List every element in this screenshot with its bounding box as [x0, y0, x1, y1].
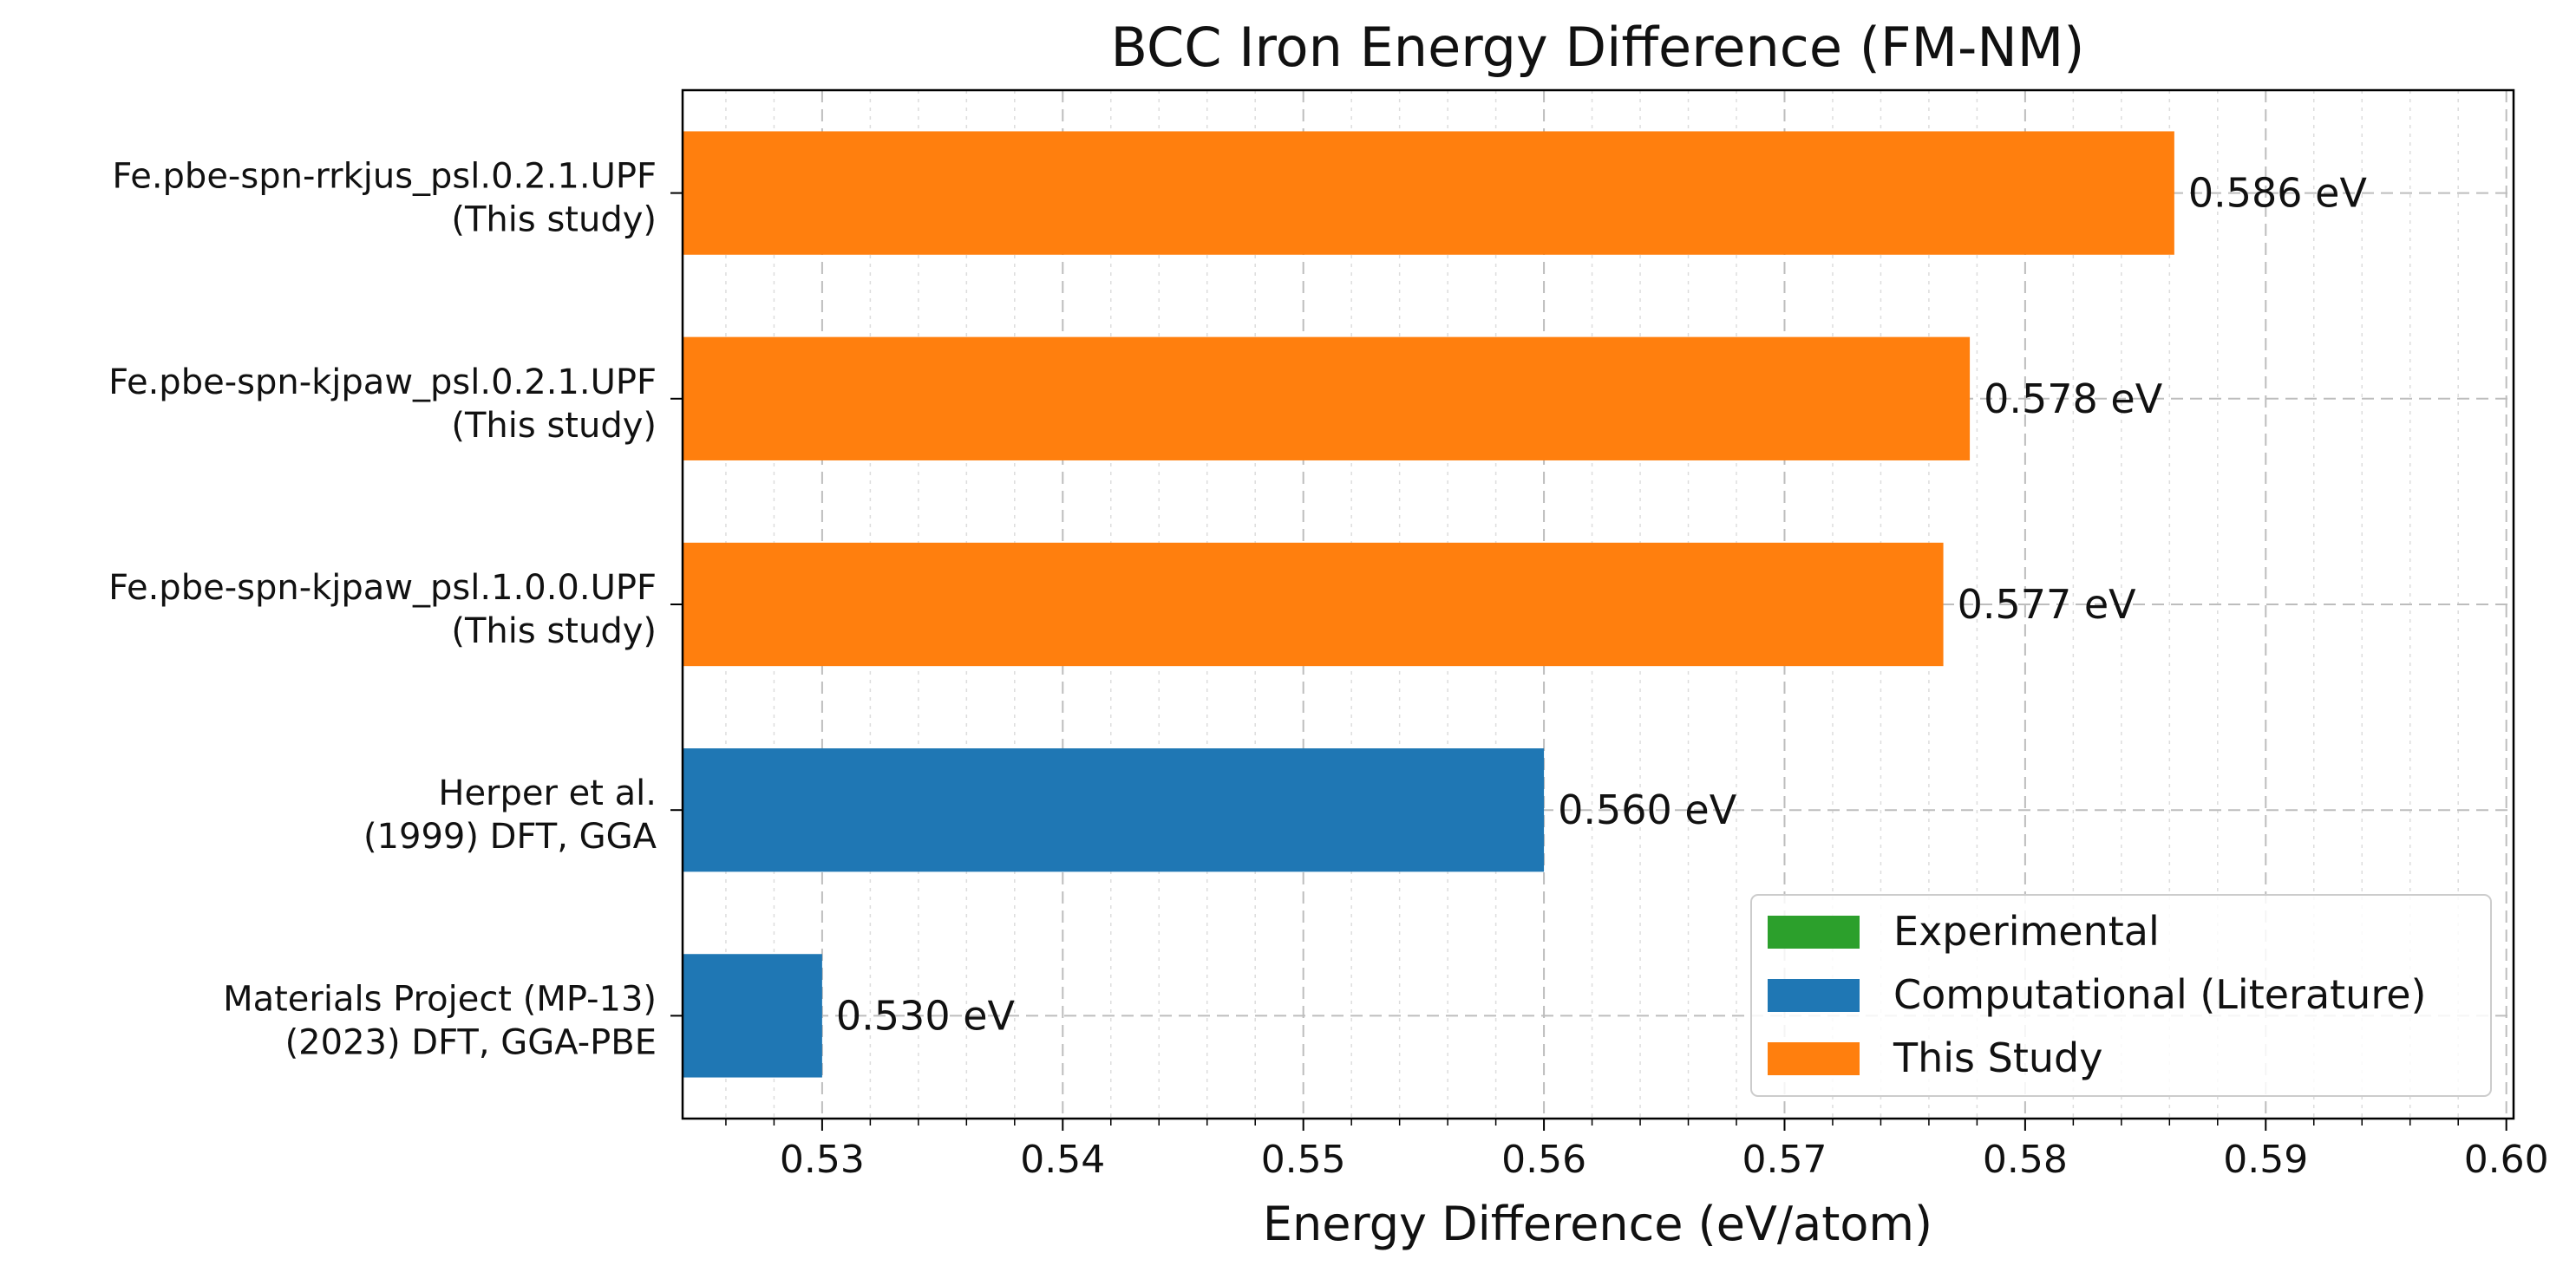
y-tick-label: Herper et al.	[438, 773, 657, 813]
legend-label: This Study	[1893, 1034, 2102, 1081]
x-tick-label: 0.53	[780, 1138, 865, 1182]
x-tick-label: 0.60	[2464, 1138, 2549, 1182]
y-tick-label: (This study)	[451, 611, 657, 651]
bar	[683, 542, 1944, 667]
x-axis-label: Energy Difference (eV/atom)	[1263, 1197, 1932, 1251]
legend-label: Computational (Literature)	[1893, 971, 2427, 1018]
y-tick-label: Fe.pbe-spn-kjpaw_psl.1.0.0.UPF	[108, 568, 657, 608]
y-tick-label: (2023) DFT, GGA-PBE	[285, 1022, 657, 1062]
bar-value-label: 0.560 eV	[1558, 786, 1737, 833]
bar	[683, 954, 822, 1078]
x-tick-label: 0.58	[1983, 1138, 2068, 1182]
y-tick-label: Materials Project (MP-13)	[223, 979, 657, 1019]
bar	[683, 131, 2174, 255]
axis-layer: 0.53 0.54 0.55 0.56 0.57 0.58 0.59 0.60 Fe.pbe-s…	[108, 157, 2549, 1182]
legend: Experimental Computational (Literature) Th…	[1750, 894, 2492, 1097]
x-tick-label: 0.59	[2223, 1138, 2308, 1182]
y-tick-label: (This study)	[451, 200, 657, 240]
x-tick-label: 0.57	[1742, 1138, 1827, 1182]
y-tick-label: Fe.pbe-spn-rrkjus_psl.0.2.1.UPF	[112, 157, 657, 197]
legend-label: Experimental	[1893, 908, 2160, 955]
legend-swatch	[1768, 979, 1860, 1012]
bar	[683, 336, 1971, 460]
x-tick-label: 0.56	[1501, 1138, 1586, 1182]
legend-box	[1750, 894, 2492, 1097]
legend-swatch	[1768, 916, 1860, 949]
bar-value-label: 0.578 eV	[1984, 375, 2163, 422]
bar-value-label: 0.577 eV	[1958, 581, 2137, 628]
bar	[683, 748, 1545, 872]
y-tick-label: Fe.pbe-spn-kjpaw_psl.0.2.1.UPF	[108, 362, 657, 402]
x-tick-label: 0.54	[1020, 1138, 1105, 1182]
y-tick-label: (This study)	[451, 406, 657, 446]
bar-value-label: 0.530 eV	[836, 992, 1016, 1039]
bar-value-label: 0.586 eV	[2188, 170, 2368, 217]
legend-swatch	[1768, 1042, 1860, 1075]
y-tick-label: (1999) DFT, GGA	[363, 817, 657, 857]
x-tick-label: 0.55	[1261, 1138, 1346, 1182]
bar-layer: 0.586 eV 0.578 eV 0.577 eV 0.560 eV 0.530 eV	[683, 131, 2368, 1078]
chart-title: BCC Iron Energy Difference (FM-NM)	[1111, 16, 2085, 79]
